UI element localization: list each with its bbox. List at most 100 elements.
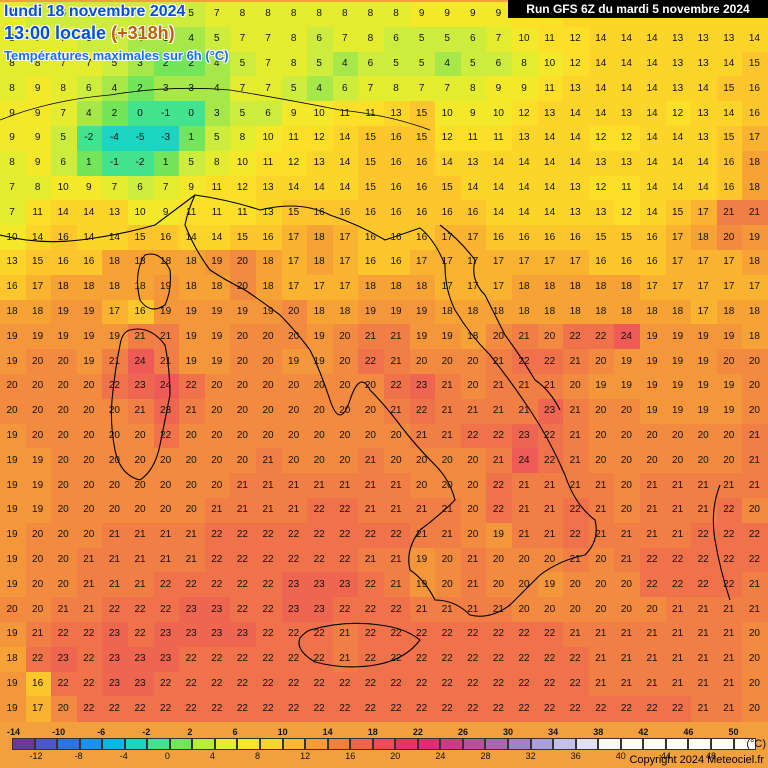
temperature-value: 18 <box>125 256 155 267</box>
temperature-value: 4 <box>330 58 360 69</box>
temperature-value: 20 <box>586 356 616 367</box>
temperature-value: 22 <box>586 331 616 342</box>
temperature-value: 21 <box>535 504 565 515</box>
temperature-value: 8 <box>279 58 309 69</box>
scale-tick-bottom: 28 <box>480 751 490 761</box>
temperature-value: 5 <box>458 58 488 69</box>
temperature-value: -2 <box>125 157 155 168</box>
temperature-value: 9 <box>0 108 27 119</box>
temperature-value: 22 <box>304 703 334 714</box>
temperature-value: 22 <box>279 554 309 565</box>
temperature-value: 13 <box>253 207 283 218</box>
temperature-value: 19 <box>688 405 718 416</box>
scale-tick-bottom: 20 <box>390 751 400 761</box>
temperature-value: 21 <box>355 455 385 466</box>
temperature-value: 21 <box>407 604 437 615</box>
temperature-value: 20 <box>99 430 129 441</box>
temperature-value: 22 <box>381 678 411 689</box>
temperature-value: 17 <box>663 281 693 292</box>
temperature-value: 21 <box>509 529 539 540</box>
temperature-value: 10 <box>432 108 462 119</box>
temperature-value: 21 <box>688 504 718 515</box>
temperature-value: 14 <box>637 207 667 218</box>
temperature-value: 21 <box>611 628 641 639</box>
temperature-value: 15 <box>663 207 693 218</box>
temperature-value: 11 <box>330 108 360 119</box>
temperature-value: 22 <box>739 554 768 565</box>
temperature-value: 3 <box>151 83 181 94</box>
temperature-value: 24 <box>611 331 641 342</box>
temperature-value: 14 <box>688 182 718 193</box>
scale-tick-bottom: 40 <box>616 751 626 761</box>
temperature-value: 21 <box>560 628 590 639</box>
temperature-value: 14 <box>586 33 616 44</box>
temperature-value: 22 <box>483 653 513 664</box>
temperature-value: 17 <box>279 232 309 243</box>
temperature-value: 8 <box>381 83 411 94</box>
temperature-value: 20 <box>483 554 513 565</box>
temperature-value: 11 <box>458 132 488 143</box>
weather-map: 7665555578888888999911121314141413131314… <box>0 0 768 768</box>
temperature-value: 21 <box>637 628 667 639</box>
run-info-bar: Run GFS 6Z du mardi 5 novembre 2024 <box>508 0 768 18</box>
temperature-value: 19 <box>23 480 53 491</box>
temperature-value: 21 <box>535 380 565 391</box>
scale-segment: 40 <box>621 738 644 750</box>
temperature-value: 20 <box>535 331 565 342</box>
scale-segment: 32 <box>531 738 554 750</box>
temperature-value: 20 <box>227 380 257 391</box>
temperature-value: 22 <box>253 628 283 639</box>
temperature-value: 20 <box>535 604 565 615</box>
temperature-value: 16 <box>509 232 539 243</box>
forecast-time-line: 13:00 locale (+318h) <box>4 22 185 45</box>
temperature-value: 14 <box>560 132 590 143</box>
temperature-value: 21 <box>663 653 693 664</box>
temperature-value: 20 <box>279 331 309 342</box>
temperature-value: 22 <box>48 628 78 639</box>
temperature-value: 22 <box>483 703 513 714</box>
temperature-value: 22 <box>74 628 104 639</box>
temperature-value: 21 <box>432 529 462 540</box>
temperature-value: 20 <box>739 504 768 515</box>
temperature-value: 14 <box>637 83 667 94</box>
temperature-value: 22 <box>509 703 539 714</box>
temperature-value: 13 <box>688 58 718 69</box>
temperature-value: 15 <box>407 132 437 143</box>
temperature-value: 21 <box>739 207 768 218</box>
temperature-value: 9 <box>74 182 104 193</box>
temperature-value: 22 <box>202 653 232 664</box>
temperature-value: 23 <box>202 604 232 615</box>
temperature-value: 20 <box>714 356 744 367</box>
temperature-value: 21 <box>432 380 462 391</box>
temperature-value: 8 <box>330 8 360 19</box>
temperature-value: 20 <box>560 604 590 615</box>
scale-segment: -4 <box>125 738 148 750</box>
temperature-value: 18 <box>202 281 232 292</box>
temperature-value: 22 <box>381 380 411 391</box>
temperature-value: 23 <box>125 678 155 689</box>
temperature-value: 21 <box>714 604 744 615</box>
scale-tick-bottom: -8 <box>75 751 83 761</box>
temperature-value: 22 <box>458 430 488 441</box>
temperature-value: 16 <box>0 281 27 292</box>
temperature-value: 22 <box>227 529 257 540</box>
temperature-value: 13 <box>253 182 283 193</box>
temperature-value: 22 <box>560 504 590 515</box>
temperature-value: 18 <box>176 256 206 267</box>
temperature-value: 21 <box>688 604 718 615</box>
temperature-value: 19 <box>0 703 27 714</box>
temperature-value: 21 <box>663 480 693 491</box>
temperature-value: 23 <box>279 604 309 615</box>
scale-segment: 38 <box>598 738 621 750</box>
temperature-value: 19 <box>23 455 53 466</box>
temperature-value: 19 <box>176 306 206 317</box>
temperature-value: 19 <box>202 331 232 342</box>
temperature-value: 21 <box>637 529 667 540</box>
temperature-value: 11 <box>23 207 53 218</box>
temperature-value: 23 <box>125 380 155 391</box>
temperature-value: 18 <box>611 281 641 292</box>
temperature-value: 21 <box>560 480 590 491</box>
temperature-value: 21 <box>739 480 768 491</box>
temperature-value: 20 <box>23 405 53 416</box>
temperature-value: 20 <box>227 405 257 416</box>
